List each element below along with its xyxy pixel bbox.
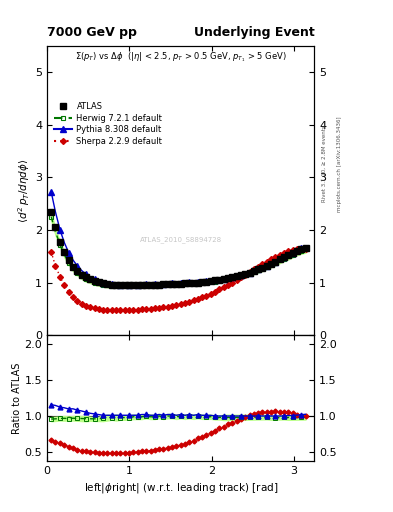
Text: Underlying Event: Underlying Event — [194, 26, 314, 39]
Text: mcplots.cern.ch [arXiv:1306.3436]: mcplots.cern.ch [arXiv:1306.3436] — [338, 116, 342, 211]
Text: $\Sigma(p_T)$ vs $\Delta\phi$  ($|\eta|$ < 2.5, $p_T$ > 0.5 GeV, $p_{T_1}$ > 5 G: $\Sigma(p_T)$ vs $\Delta\phi$ ($|\eta|$ … — [75, 50, 286, 64]
Legend: ATLAS, Herwig 7.2.1 default, Pythia 8.308 default, Sherpa 2.2.9 default: ATLAS, Herwig 7.2.1 default, Pythia 8.30… — [54, 102, 162, 146]
Y-axis label: $\langle d^2\,p_T/d\eta d\phi\rangle$: $\langle d^2\,p_T/d\eta d\phi\rangle$ — [17, 158, 32, 223]
X-axis label: left$|\phi$right$|$ (w.r.t. leading track) [rad]: left$|\phi$right$|$ (w.r.t. leading trac… — [84, 481, 278, 495]
Text: 7000 GeV pp: 7000 GeV pp — [47, 26, 137, 39]
Text: ATLAS_2010_S8894728: ATLAS_2010_S8894728 — [140, 237, 222, 243]
Y-axis label: Ratio to ATLAS: Ratio to ATLAS — [12, 362, 22, 434]
Text: Rivet 3.1.10, ≥ 2.8M events: Rivet 3.1.10, ≥ 2.8M events — [322, 125, 327, 202]
